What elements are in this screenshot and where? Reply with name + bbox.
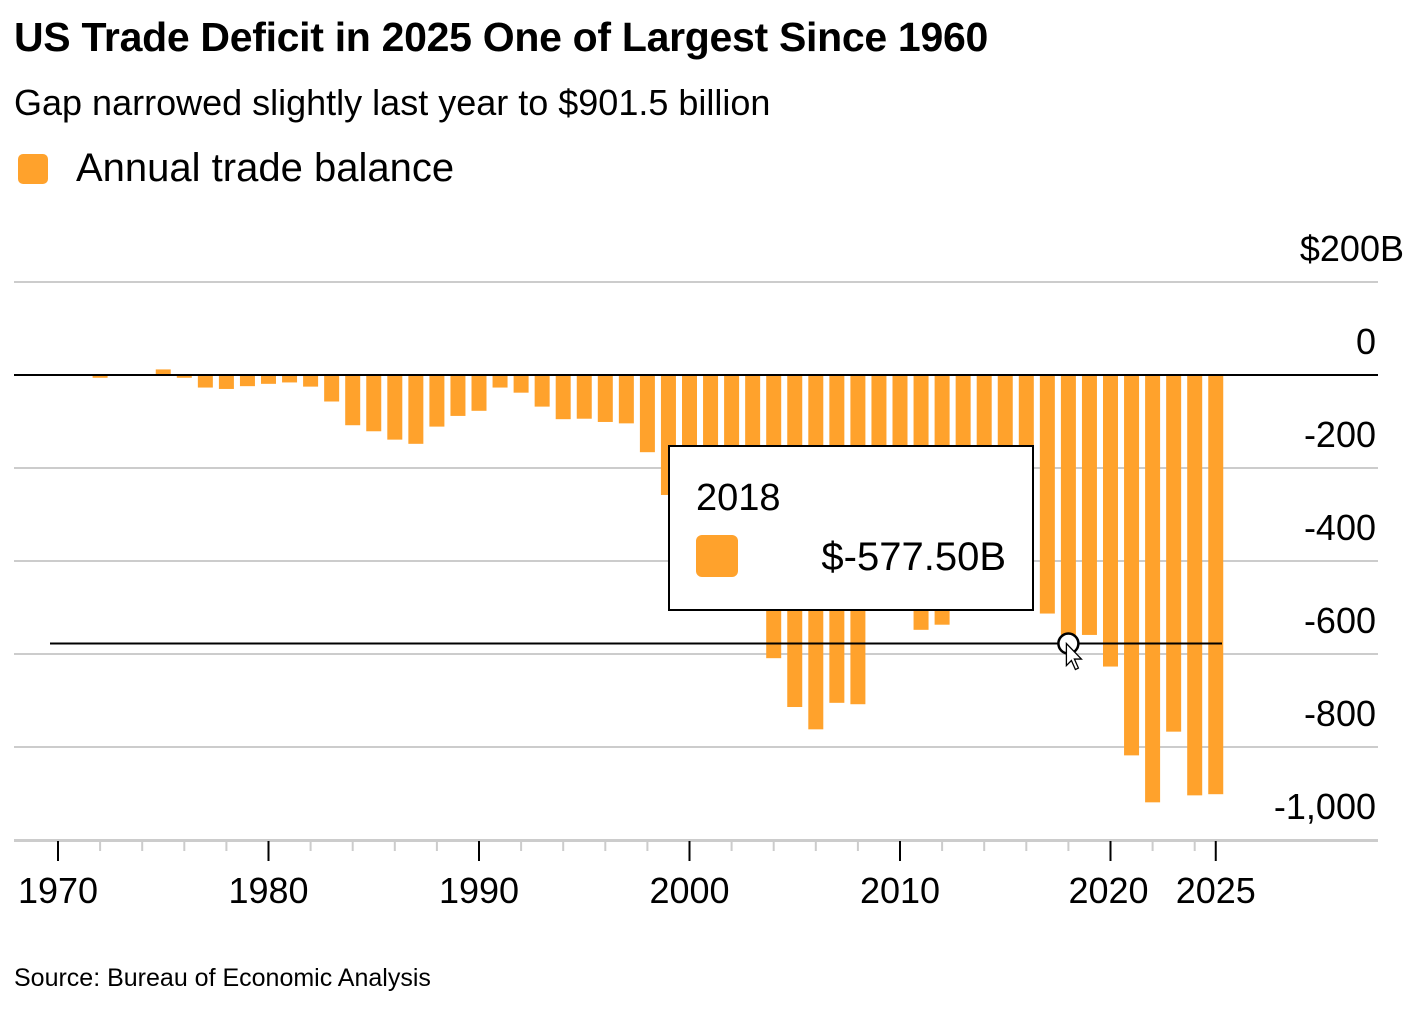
bar-2022[interactable] (1145, 375, 1161, 803)
tooltip-swatch (696, 535, 738, 577)
axes (14, 374, 1378, 842)
bar-1983[interactable] (324, 375, 340, 402)
x-tick-label: 1990 (439, 870, 519, 911)
chart-subtitle: Gap narrowed slightly last year to $901.… (14, 82, 771, 123)
y-tick-label: -200 (1304, 414, 1376, 455)
tooltip: 2018 $-577.50B (668, 445, 1034, 611)
bar-1979[interactable] (239, 375, 255, 387)
bar-1986[interactable] (387, 375, 403, 440)
bar-2023[interactable] (1166, 375, 1182, 732)
bar-1997[interactable] (618, 375, 634, 424)
bar-1972[interactable] (92, 375, 108, 378)
bar-1996[interactable] (597, 375, 613, 422)
bar-1975[interactable] (155, 369, 171, 375)
x-tick-label: 1970 (18, 870, 98, 911)
bar-2018[interactable] (1060, 375, 1076, 644)
x-tick-label: 2025 (1176, 870, 1256, 911)
bar-1976[interactable] (176, 375, 192, 378)
bar-1978[interactable] (218, 375, 234, 389)
bar-1985[interactable] (366, 375, 382, 432)
hover-crosshair (50, 632, 1222, 671)
bar-1990[interactable] (471, 375, 487, 411)
bar-2024[interactable] (1187, 375, 1203, 796)
bar-1977[interactable] (197, 375, 213, 388)
bar-2025[interactable] (1208, 375, 1224, 795)
legend-label: Annual trade balance (76, 146, 455, 190)
bar-1995[interactable] (576, 375, 592, 419)
bar-1998[interactable] (639, 375, 655, 453)
bar-1989[interactable] (450, 375, 466, 416)
bar-2019[interactable] (1081, 375, 1097, 635)
x-tick-label: 2000 (649, 870, 729, 911)
bar-1984[interactable] (345, 375, 361, 426)
x-tick-label: 2010 (860, 870, 940, 911)
source-note: Source: Bureau of Economic Analysis (14, 964, 431, 992)
y-axis-labels: $200B 0 -200 -400 -600 -800 -1,000 (1274, 228, 1404, 827)
bar-1992[interactable] (513, 375, 529, 393)
y-tick-label: $200B (1300, 228, 1404, 269)
bar-1987[interactable] (408, 375, 424, 444)
bar-1994[interactable] (555, 375, 571, 420)
y-tick-label: -600 (1304, 600, 1376, 641)
bars (50, 369, 1224, 803)
cursor-arrow-icon (1065, 641, 1083, 671)
tooltip-value: $-577.50B (821, 535, 1006, 579)
bar-1980[interactable] (261, 375, 276, 384)
bar-2017[interactable] (1039, 375, 1055, 614)
tooltip-year: 2018 (696, 477, 781, 519)
bar-1981[interactable] (282, 375, 298, 383)
bar-2020[interactable] (1103, 375, 1118, 667)
y-tick-label: -1,000 (1274, 786, 1376, 827)
bar-2021[interactable] (1124, 375, 1140, 756)
bar-1991[interactable] (492, 375, 508, 388)
legend: Annual trade balance (18, 146, 454, 191)
bar-1993[interactable] (534, 375, 550, 407)
legend-swatch (18, 153, 48, 184)
y-tick-label: 0 (1356, 321, 1376, 362)
x-tick-label: 1980 (228, 870, 308, 911)
bar-1988[interactable] (429, 375, 445, 427)
y-tick-label: -800 (1304, 693, 1376, 734)
y-tick-label: -400 (1304, 507, 1376, 548)
chart-title: US Trade Deficit in 2025 One of Largest … (14, 14, 988, 60)
x-tick-label: 2020 (1068, 870, 1148, 911)
bar-1982[interactable] (303, 375, 319, 387)
x-axis: 1970 1980 1990 2000 2010 2020 2025 (18, 841, 1256, 911)
